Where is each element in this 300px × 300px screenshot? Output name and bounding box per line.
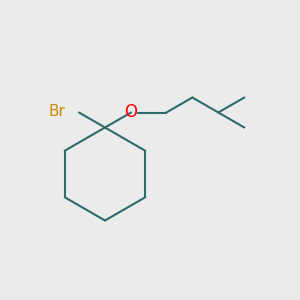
Text: Br: Br xyxy=(49,104,65,119)
Text: O: O xyxy=(124,103,137,121)
